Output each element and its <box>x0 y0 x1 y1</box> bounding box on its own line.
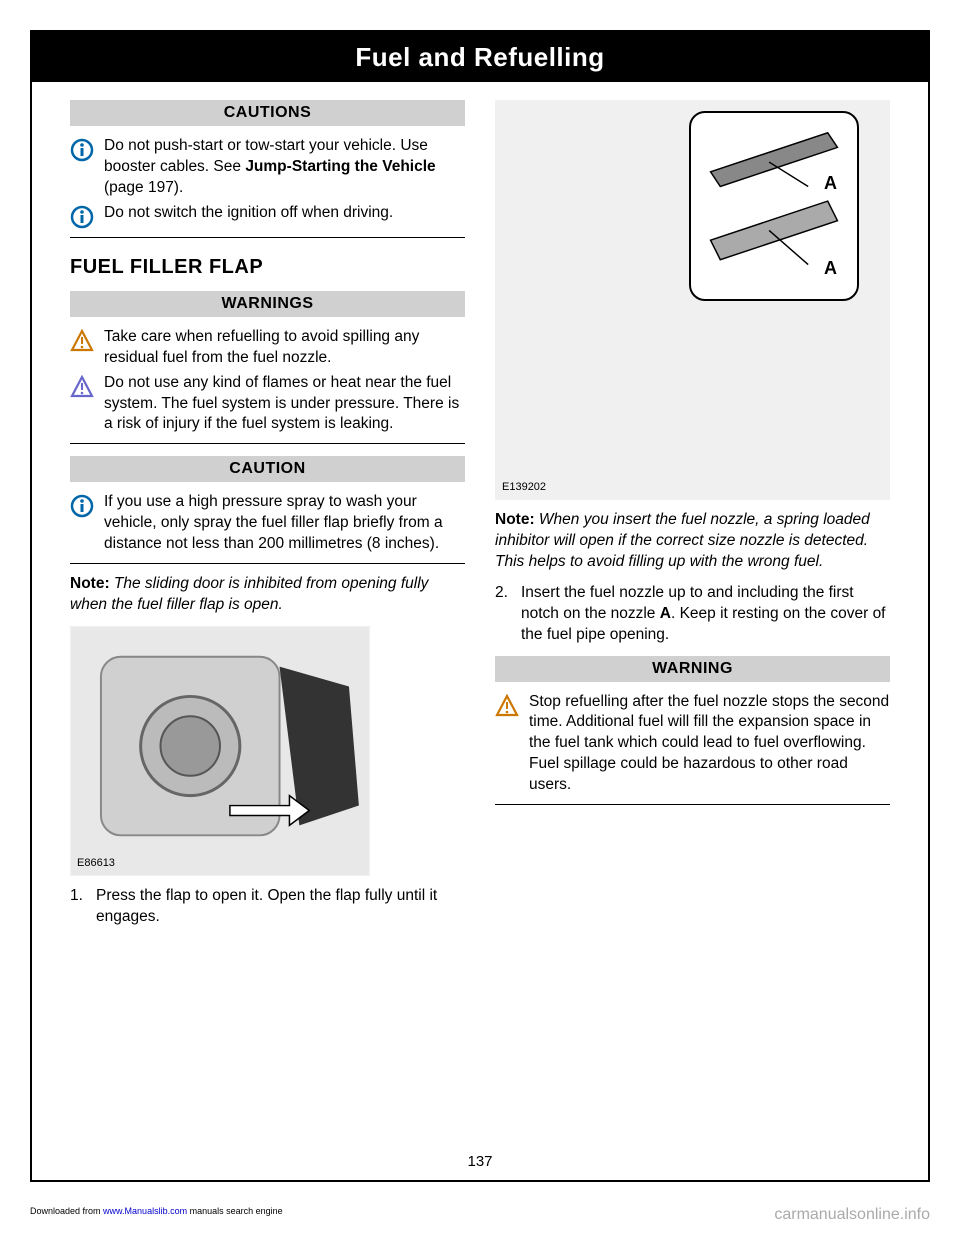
step-2: 2. Insert the fuel nozzle up to and incl… <box>495 583 890 646</box>
caution-single-header: CAUTION <box>70 456 465 482</box>
caution-single-body: If you use a high pressure spray to wash… <box>70 482 465 564</box>
caution-item-1: Do not push-start or tow-start your vehi… <box>70 136 465 199</box>
header-bar: Fuel and Refuelling <box>32 32 928 82</box>
cautions-body: Do not push-start or tow-start your vehi… <box>70 126 465 238</box>
note-2: Note: When you insert the fuel nozzle, a… <box>495 510 890 573</box>
warning-icon <box>70 375 98 399</box>
caution-item-2: Do not switch the ignition off when driv… <box>70 203 465 229</box>
callout-box: A A <box>689 111 859 301</box>
step-2-text: Insert the fuel nozzle up to and includi… <box>521 583 890 646</box>
figure-fuel-flap: E86613 <box>70 626 370 876</box>
step-2-num: 2. <box>495 583 521 646</box>
warning-item-2: Do not use any kind of flames or heat ne… <box>70 373 465 436</box>
warning-single-header: WARNING <box>495 656 890 682</box>
warning-item-3: Stop refuelling after the fuel nozzle st… <box>495 692 890 797</box>
warning-icon <box>70 329 98 353</box>
left-column: CAUTIONS Do not push-start or tow-start … <box>70 100 465 1132</box>
caution-single-item: If you use a high pressure spray to wash… <box>70 492 465 555</box>
warnings-body: Take care when refuelling to avoid spill… <box>70 317 465 445</box>
footer-left: Downloaded from www.Manualslib.com manua… <box>30 1206 283 1224</box>
callout-a-2: A <box>824 258 837 279</box>
figure-code-1: E86613 <box>77 857 115 869</box>
info-icon <box>70 138 98 162</box>
cautions-header: CAUTIONS <box>70 100 465 126</box>
info-icon <box>70 205 98 229</box>
fuel-flap-illustration <box>71 627 369 875</box>
step-1-num: 1. <box>70 886 96 928</box>
warning-text-3: Stop refuelling after the fuel nozzle st… <box>529 692 890 797</box>
warning-text-1: Take care when refuelling to avoid spill… <box>104 327 465 369</box>
footer: Downloaded from www.Manualslib.com manua… <box>30 1206 930 1224</box>
content-area: CAUTIONS Do not push-start or tow-start … <box>70 100 890 1132</box>
section-heading-fuel-filler: FUEL FILLER FLAP <box>70 256 465 279</box>
callout-a-1: A <box>824 173 837 194</box>
header-title: Fuel and Refuelling <box>355 42 604 73</box>
caution-text-1: Do not push-start or tow-start your vehi… <box>104 136 465 199</box>
warning-single-body: Stop refuelling after the fuel nozzle st… <box>495 682 890 806</box>
page-number: 137 <box>0 1153 960 1170</box>
warning-icon <box>495 694 523 718</box>
warning-text-2: Do not use any kind of flames or heat ne… <box>104 373 465 436</box>
footer-right: carmanualsonline.info <box>774 1206 930 1224</box>
figure-code-2: E139202 <box>502 481 546 493</box>
step-1-text: Press the flap to open it. Open the flap… <box>96 886 465 928</box>
step-1: 1. Press the flap to open it. Open the f… <box>70 886 465 928</box>
warnings-header: WARNINGS <box>70 291 465 317</box>
info-icon <box>70 494 98 518</box>
figure-nozzle: A A E139202 <box>495 100 890 500</box>
footer-link[interactable]: www.Manualslib.com <box>103 1206 187 1216</box>
caution-single-text: If you use a high pressure spray to wash… <box>104 492 465 555</box>
note-1: Note: The sliding door is inhibited from… <box>70 574 465 616</box>
right-column: A A E139202 Note: When you insert the fu… <box>495 100 890 1132</box>
caution-text-2: Do not switch the ignition off when driv… <box>104 203 465 224</box>
warning-item-1: Take care when refuelling to avoid spill… <box>70 327 465 369</box>
